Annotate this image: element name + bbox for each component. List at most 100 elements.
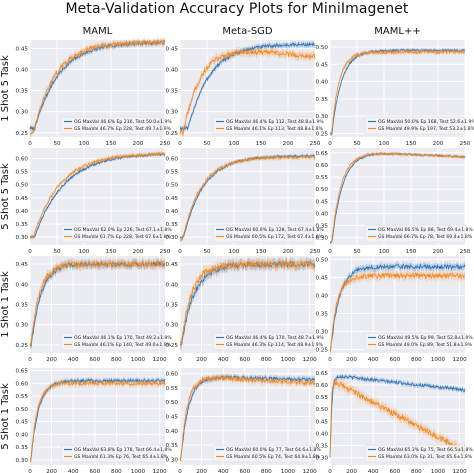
legend-entry: GS MaxVal 66.7% Ep 78, Test 69.4±1.8% [378,234,473,240]
x-tick-label: 50 [53,141,61,147]
legend: OG MaxVal 60.0% Ep 77, Test 64.6±1.8%GS … [212,444,321,463]
x-tick-label: 0 [178,141,182,147]
legend-box [60,116,162,135]
y-tick-label: 0.30 [166,235,179,241]
x-tick-label: 1000 [431,469,446,473]
y-tick-label: 0.45 [16,262,29,268]
y-tick-label: 0.55 [166,386,179,392]
y-tick-label: 0.40 [166,68,179,74]
y-tick-label: 0.35 [16,445,29,451]
series-line [29,39,166,131]
y-tick-label: 0.30 [316,456,329,462]
x-tick-label: 150 [106,141,117,147]
y-tick-label: 0.50 [316,407,329,413]
y-tick-label: 0.30 [316,114,329,120]
x-tick-label: 50 [53,249,61,255]
y-tick-label: 0.55 [16,170,29,176]
y-tick-label: 0.35 [166,443,179,449]
legend-entry: GS MaxVal 49.0% Ep 89, Test 51.8±1.9% [378,342,473,348]
x-tick-label: 50 [203,249,211,255]
series-band [30,36,165,138]
y-tick-label: 0.45 [316,199,329,205]
legend-entry: OG MaxVal 50.0% Ep 168, Test 52.6±1.9% [378,119,474,125]
x-tick-label: 1000 [431,357,446,363]
legend: OG MaxVal 46.6% Ep 210, Test 50.0±1.9%GS… [60,116,172,135]
x-tick-label: 1000 [131,357,146,363]
x-tick-label: 400 [368,469,379,473]
x-tick-label: 400 [218,469,229,473]
x-tick-label: 200 [46,357,57,363]
x-tick-label: 250 [310,141,321,147]
legend: OG MaxVal 65.3% Ep 75, Test 66.5±1.8%GS … [364,444,473,463]
x-tick-label: 100 [229,249,240,255]
legend: OG MaxVal 62.0% Ep 226, Test 67.1±1.8%GS… [60,224,172,243]
y-tick-label: 0.30 [16,323,29,329]
legend: OG MaxVal 46.4% Ep 170, Test 48.7±1.9%GS… [212,332,324,351]
x-tick-label: 0 [328,357,332,363]
x-tick-label: 100 [79,249,90,255]
series-line [179,48,316,137]
x-tick-label: 200 [433,141,444,147]
y-tick-label: 0.60 [316,163,329,169]
x-tick-label: 200 [133,249,144,255]
x-tick-label: 100 [379,141,390,147]
subplot-r0-c1: 0 50 100 150 200 250 0.25 0.30 0.35 0.40 0.45 OG Ma… [166,40,324,147]
series-line [29,260,166,346]
legend: OG MaxVal 46.1% Ep 170, Test 49.2±1.9%GS… [60,332,172,351]
y-tick-label: 0.40 [166,282,179,288]
x-tick-label: 800 [411,469,422,473]
y-tick-label: 0.35 [166,222,179,228]
y-tick-label: 0.45 [16,420,29,426]
legend-entry: OG MaxVal 65.3% Ep 75, Test 66.5±1.8% [378,447,473,453]
y-tick-label: 0.45 [16,196,29,202]
subplot-r1-c1: 0 50 100 150 200 250 0.30 0.35 0.40 0.45 0.50 0.55 0… [166,148,324,255]
legend-entry: GS MaxVal 46.1% Ep 113, Test 48.8±1.8% [226,126,324,132]
y-tick-label: 0.40 [16,432,29,438]
y-tick-label: 0.50 [166,183,179,189]
y-tick-label: 0.65 [316,151,329,157]
column-title: MAML [83,26,113,37]
y-tick-label: 0.60 [166,372,179,378]
x-tick-label: 1200 [452,357,467,363]
y-tick-label: 0.30 [166,323,179,329]
y-tick-label: 0.35 [316,97,329,103]
series-line [329,48,466,136]
series-line [329,271,466,351]
y-tick-label: 0.25 [16,131,29,137]
subplot-r1-c2: 0 50 100 150 200 250 0.30 0.35 0.40 0.45 0.50 0.55 0… [316,148,473,255]
y-tick-label: 0.40 [316,294,329,300]
y-tick-label: 0.50 [316,187,329,193]
y-tick-label: 0.55 [166,170,179,176]
y-tick-label: 0.40 [16,68,29,74]
series-line [179,374,316,460]
x-tick-label: 0 [178,469,182,473]
y-tick-label: 0.35 [16,222,29,228]
x-tick-label: 200 [196,469,207,473]
y-tick-label: 0.55 [316,175,329,181]
x-tick-label: 0 [178,249,182,255]
y-tick-label: 0.50 [16,407,29,413]
x-tick-label: 200 [346,469,357,473]
legend-box [212,116,314,135]
series-line [329,151,466,245]
x-tick-label: 200 [196,357,207,363]
x-tick-label: 1200 [452,469,467,473]
column-title: MAML++ [374,26,420,37]
series-line [329,379,466,457]
x-tick-label: 400 [68,469,79,473]
x-tick-label: 600 [239,357,250,363]
x-tick-label: 1200 [302,469,317,473]
series-band [180,45,315,139]
x-tick-label: 200 [433,249,444,255]
legend: OG MaxVal 49.5% Ep 99, Test 52.8±1.9%GS … [364,332,473,351]
legend-entry: GS MaxVal 60.5% Ep 74, Test 64.9±1.8% [226,454,321,460]
legend-box [364,224,466,243]
series-line [29,152,165,239]
y-tick-label: 0.30 [166,457,179,463]
legend-entry: GS MaxVal 63.0% Ep 31, Test 65.6±1.8% [378,454,473,460]
x-tick-label: 150 [406,141,417,147]
y-tick-label: 0.30 [16,235,29,241]
legend-box [60,332,162,351]
legend-entry: GS MaxVal 61.7% Ep 228, Test 67.6±1.8% [74,234,172,240]
